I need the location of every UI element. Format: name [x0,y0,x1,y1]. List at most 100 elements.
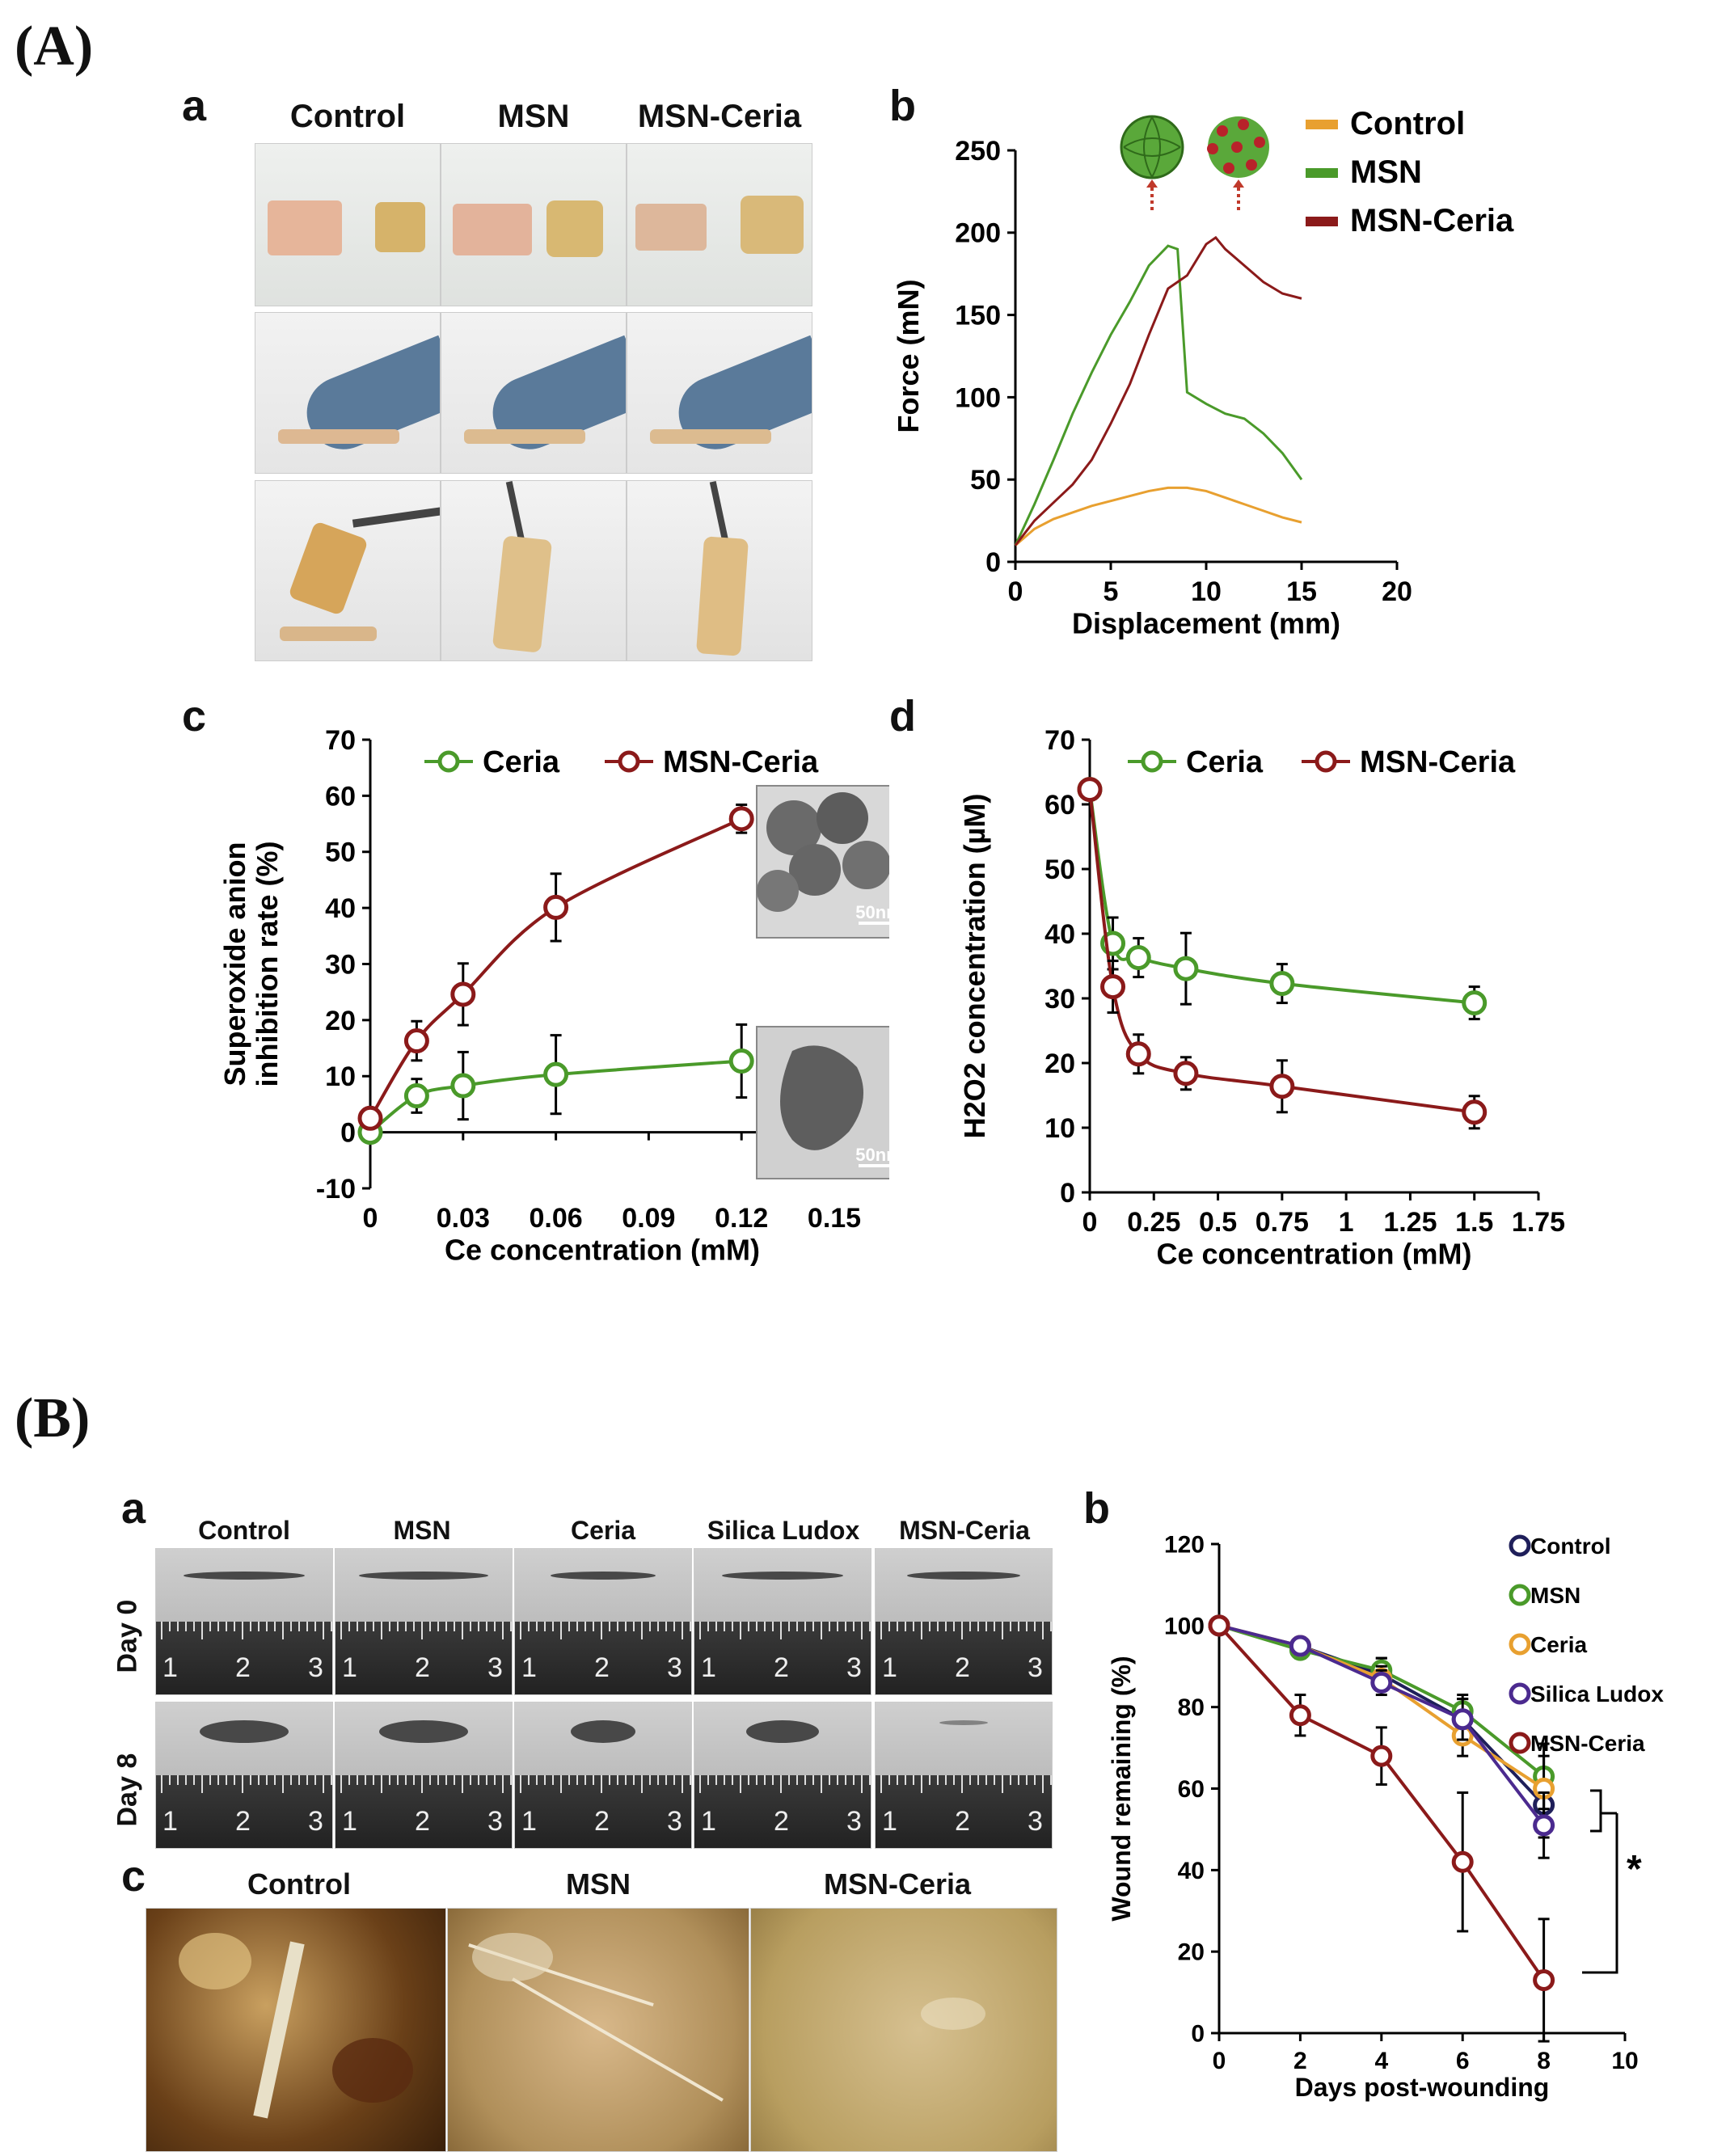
ruler-tick [405,1622,407,1631]
ruler-tick [977,1775,979,1785]
ruler-tick [861,1622,863,1639]
Ad-y-tick-label: 20 [1044,1048,1075,1079]
wound-mark [939,1720,988,1725]
Ad-legend-label-0: Ceria [1186,745,1264,779]
Ac-y-tick-label: 60 [325,781,356,812]
Ad-y-tick-label: 10 [1044,1113,1075,1144]
Ad-y-tick-label: 50 [1044,854,1075,885]
Bb-legend-label-3: Silica Ludox [1530,1681,1664,1707]
wound-mark [359,1572,488,1580]
ruler-number: 3 [667,1652,682,1683]
Bb-point [1533,1968,1555,1991]
ruler-tick [673,1775,675,1785]
ruler-tick [161,1775,162,1793]
ruler-tick [494,1775,496,1785]
Ab-series-line-1 [1014,244,1303,546]
ruler-tick [905,1622,906,1631]
ruler-tick [788,1622,790,1631]
ruler-tick [306,1775,308,1785]
ruler-tick [1050,1622,1052,1631]
ruler-tick [649,1622,651,1631]
ruler-tick [953,1622,955,1631]
wound-mark [551,1572,656,1580]
Ad-x-tick-label: 1 [1339,1207,1354,1238]
ruler-tick [601,1775,602,1793]
Ac-y-tick-label: 30 [325,949,356,980]
Ad-y-tick-label: 60 [1044,790,1075,821]
ruler-tick [921,1622,922,1639]
Ba-row-day0: Day 0 [112,1599,143,1673]
Aa-photo-msn-r1 [441,143,627,306]
Ba-photo-day0-0: 1 2 3 [155,1548,333,1695]
ruler-tick [969,1622,971,1631]
Bb-y-tick-label: 20 [1178,1939,1205,1966]
ruler-tick [486,1775,487,1785]
ruler-tick [764,1622,766,1631]
Ba-col-silica: Silica Ludox [707,1516,860,1545]
ruler-tick [1026,1775,1028,1785]
ruler-number: 3 [487,1806,503,1837]
ruler-tick [502,1775,504,1793]
Bb-legend-marker-2 [1509,1633,1531,1656]
ruler-tick [169,1622,171,1631]
ruler-tick [707,1775,709,1785]
ruler-tick [323,1775,324,1793]
ruler-tick [690,1775,691,1785]
ruler-tick [331,1775,332,1785]
ruler-tick [880,1775,882,1793]
Bb-point [1370,1745,1393,1767]
ruler-tick [217,1775,219,1785]
ruler-tick [340,1622,342,1639]
ruler-number: 3 [1028,1806,1043,1837]
ruler-tick [185,1622,187,1631]
ruler-tick [502,1622,504,1639]
ruler-tick [649,1775,651,1785]
ruler-tick [193,1622,195,1631]
Aa-photo-msnceria-r2 [627,312,812,474]
Ac-y-tick-label: 70 [325,725,356,756]
Bb-x-tick-label: 4 [1374,2048,1388,2074]
ruler-number: 2 [955,1652,970,1683]
ruler-tick [510,1775,512,1785]
ruler-tick [413,1775,415,1785]
ruler-tick [665,1775,667,1785]
ruler-number: 1 [882,1806,897,1837]
ruler-tick [1018,1775,1019,1785]
Bc-col-msn: MSN [566,1867,631,1901]
ruler-tick [1010,1622,1011,1631]
section-label-a: (A) [15,15,94,78]
ruler-tick [397,1775,399,1785]
ruler-tick [673,1622,675,1631]
Ac-y-tick-label: 20 [325,1006,356,1036]
ruler-tick [405,1775,407,1785]
ruler-tick [961,1622,963,1639]
Ad-legend-marker-0 [1141,750,1163,773]
ruler-tick [665,1622,667,1631]
ruler-tick [821,1775,822,1793]
Ac-point [450,981,476,1007]
Ab-x-tick-label: 0 [1008,576,1023,607]
ruler-number: 3 [846,1652,862,1683]
Bb-legend-marker-0 [1509,1534,1531,1557]
Ab-legend-label-1: MSN [1350,154,1422,190]
chart-Bb: 0 20 40 60 80 100 120 0 2 4 6 8 10 Days post-wounding… [1107,1532,1664,2103]
Ad-legend-marker-1 [1315,750,1337,773]
Ad-y-tick-label: 0 [1060,1178,1075,1209]
ruler-tick [772,1775,774,1785]
ruler-tick [177,1622,179,1631]
Bb-point [1208,1614,1230,1637]
Ad-x-tick-label: 0 [1082,1207,1098,1238]
Ad-point [1462,990,1488,1016]
ruler-tick [780,1622,782,1639]
wound-mark [184,1572,305,1580]
Ad-point [1125,1041,1151,1067]
Ad-y-tick-label: 30 [1044,984,1075,1015]
ruler-tick [552,1775,554,1785]
Ac-x-tick-label: 0.03 [437,1203,490,1234]
ruler-tick [169,1775,171,1785]
Ab-x-label: Displacement (mm) [1072,606,1340,639]
Ad-x-tick-label: 1.5 [1455,1207,1493,1238]
ruler-tick [756,1775,757,1785]
ruler-tick [724,1775,725,1785]
Ac-y-tick-label: 0 [340,1118,356,1149]
